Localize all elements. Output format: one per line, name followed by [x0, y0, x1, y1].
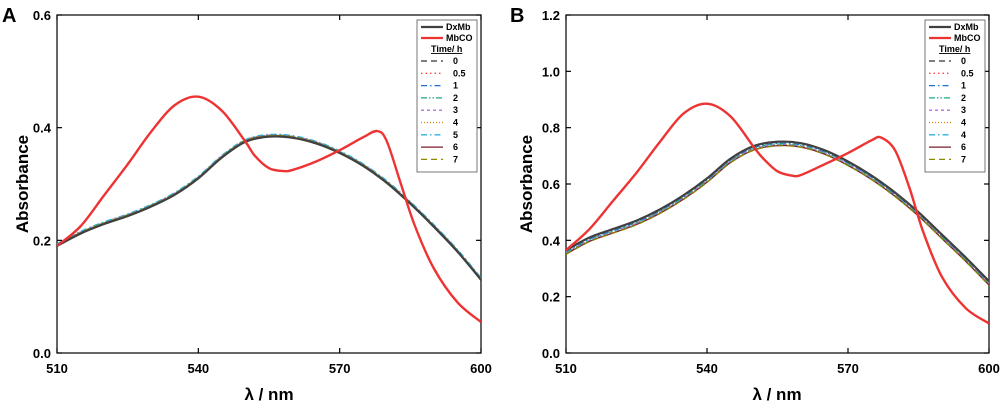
- panel-a-x-tick-label: 540: [187, 361, 209, 376]
- panel-a-x-tick-label: 600: [470, 361, 492, 376]
- panel-a-legend-label: 6: [453, 142, 458, 152]
- panel-b-legend-label: 4: [961, 118, 966, 128]
- panel-a-series-lines: [57, 95, 481, 323]
- panel-a-legend-label: DxMb: [446, 22, 471, 32]
- panel-a-legend-label: 1: [453, 81, 458, 91]
- panel-a-y-tick-label: 0.2: [33, 233, 51, 248]
- panel-b-legend-label: 3: [961, 105, 966, 115]
- panel-a-plot-frame: [56, 14, 482, 354]
- panel-b-y-tick-label: 0.8: [542, 121, 560, 136]
- panel-b-series-lines: [566, 102, 989, 325]
- panel-b-y-tick-label: 1.2: [542, 8, 560, 23]
- panel-b-y-tick-label: 1.0: [542, 64, 560, 79]
- panel-b-legend-label: 0: [961, 56, 966, 66]
- panel-b-series-line-dxmb: [566, 140, 989, 282]
- panel-a-y-axis-label: Absorbance: [13, 135, 32, 233]
- panel-a-legend-label: 0: [453, 56, 458, 66]
- panel-a-legend-label: MbCO: [446, 33, 473, 43]
- panel-b: B 510 540 570 600 0.0 0.2 0.4 0.6 0.8 1.0 1.2 Abso…: [510, 5, 1000, 404]
- panel-a-legend-label: 4: [453, 118, 458, 128]
- panel-b-legend-label: DxMb: [954, 22, 979, 32]
- panel-b-series-line-mbco: [566, 102, 989, 325]
- panel-a-y-tick-label: 0.4: [33, 121, 52, 136]
- panel-b-x-tick-label: 510: [555, 361, 577, 376]
- panel-b-x-tick-label: 600: [978, 361, 1000, 376]
- panel-b-y-axis-label: Absorbance: [517, 135, 536, 233]
- panel-a-series-line-dxmb: [57, 135, 481, 281]
- panel-b-letter: B: [510, 5, 524, 27]
- panel-a-y-tick-label: 0.6: [33, 8, 51, 23]
- panel-a-x-tick-label: 510: [46, 361, 68, 376]
- panel-b-legend-label: 1: [961, 81, 966, 91]
- panel-a-legend-label: 2: [453, 93, 458, 103]
- panel-b-y-tick-label: 0.6: [542, 177, 560, 192]
- panel-b-x-axis-label: λ / nm: [752, 385, 801, 404]
- panel-b-legend-label: 2: [961, 93, 966, 103]
- panel-a-letter: A: [2, 5, 16, 27]
- panel-b-ticks: 510 540 570 600 0.0 0.2 0.4 0.6 0.8 1.0 1.2: [542, 8, 1000, 376]
- panel-b-y-tick-label: 0.4: [542, 233, 561, 248]
- panel-b-x-tick-label: 570: [837, 361, 859, 376]
- panel-a-legend-label: 0.5: [453, 68, 466, 78]
- panel-b-legend-label: 6: [961, 142, 966, 152]
- panel-b-x-tick-label: 540: [696, 361, 718, 376]
- panel-b-legend-label: 0.5: [961, 68, 974, 78]
- panel-a-legend-label: 5: [453, 130, 458, 140]
- panel-a-x-axis-label: λ / nm: [244, 385, 293, 404]
- panel-a-legend-label: 3: [453, 105, 458, 115]
- panel-a-y-tick-label: 0.0: [33, 346, 51, 361]
- panel-b-legend-label: 7: [961, 154, 966, 164]
- panel-a-legend-title: Time/ h: [431, 44, 462, 54]
- panel-b-y-tick-label: 0.0: [542, 346, 560, 361]
- panel-b-legend-label: 4: [961, 130, 966, 140]
- panel-a-legend-label: 7: [453, 154, 458, 164]
- panel-b-legend-label: MbCO: [954, 33, 981, 43]
- panel-a-x-tick-label: 570: [329, 361, 351, 376]
- panel-a-series-line-5: [57, 133, 481, 278]
- panel-b-y-tick-label: 0.2: [542, 290, 560, 305]
- panel-b-legend-title: Time/ h: [939, 44, 970, 54]
- panel-a-series-line-mbco: [57, 95, 481, 323]
